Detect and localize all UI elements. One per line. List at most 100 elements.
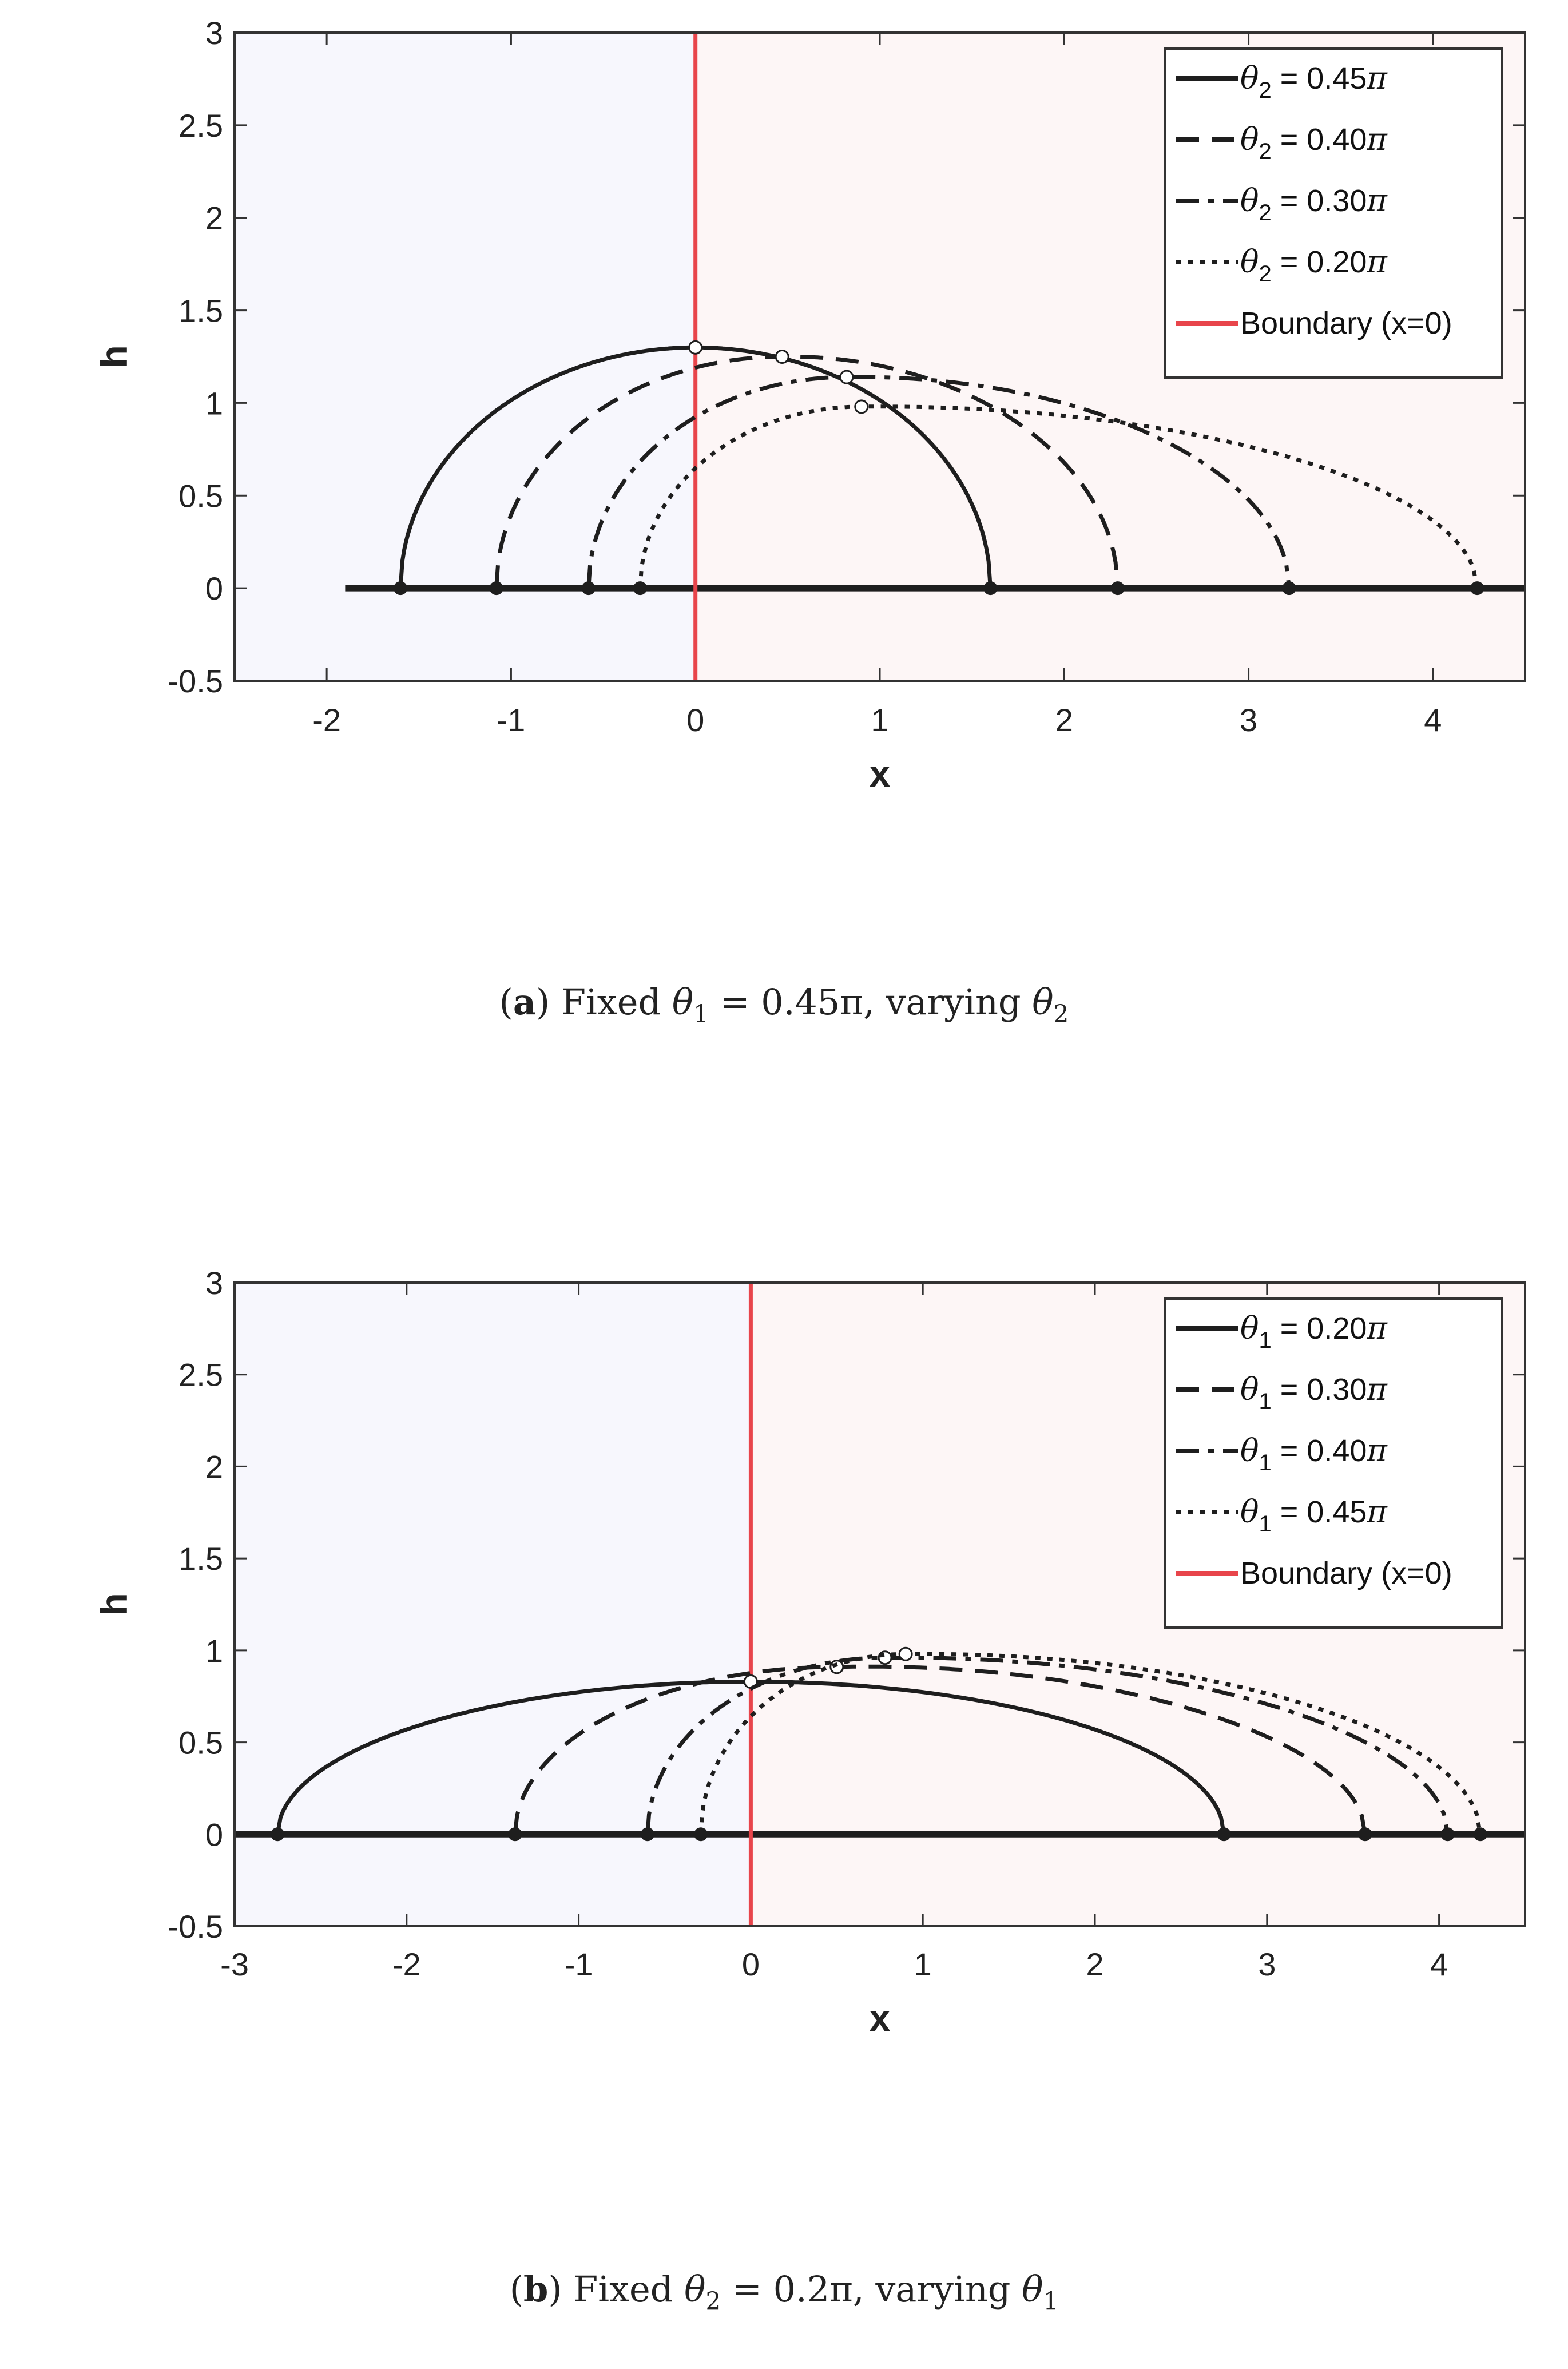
caption-a: (a) Fixed θ1 = 0.45π, varying θ2	[499, 981, 1069, 1028]
legend-value: = 0.40	[1272, 1434, 1367, 1468]
legend-label-2: θ2 = 0.40π	[1240, 121, 1388, 164]
y-tick-label: 1.5	[178, 293, 223, 329]
legend-value: = 0.40	[1272, 122, 1367, 157]
legend-symbol: θ	[1240, 1494, 1259, 1530]
legend-subscript: 1	[1259, 1328, 1272, 1353]
x-tick-label: -2	[312, 702, 341, 738]
axes-box	[233, 1281, 1526, 1927]
legend-label-4: θ2 = 0.20π	[1240, 244, 1388, 287]
caption-a-text: Fixed	[561, 981, 672, 1023]
legend-label-3: θ1 = 0.40π	[1240, 1432, 1388, 1475]
legend-label-1: θ2 = 0.45π	[1240, 60, 1388, 103]
caption-a-symbol-2: θ	[1032, 981, 1054, 1023]
y-tick-label: 0.5	[178, 1725, 223, 1761]
legend-symbol: θ	[1240, 1371, 1259, 1407]
legend-value: = 0.30	[1272, 1372, 1367, 1407]
contact-point-left	[694, 1827, 708, 1842]
caption-a-subscript-2: 2	[1053, 999, 1069, 1028]
caption-a-label: a	[513, 981, 537, 1023]
figure-panel-a: -2 -1 0 1 2 3 4 -0.5 0 0.5 1 1.5 2 2.5 3 x h θ2 = 0.45π θ2…	[0, 0, 1568, 1184]
caption-a-middle: = 0.45π, varying	[708, 981, 1033, 1023]
contact-point-right	[983, 581, 998, 596]
junction-marker	[775, 350, 789, 364]
x-tick-label: 1	[914, 1946, 932, 1982]
junction-marker	[839, 370, 854, 384]
legend-label-boundary: Boundary (x=0)	[1240, 1556, 1452, 1590]
x-tick-label: 3	[1258, 1946, 1276, 1982]
x-tick-label: 2	[1055, 702, 1073, 738]
caption-b: (b) Fixed θ2 = 0.2π, varying θ1	[509, 2268, 1059, 2315]
legend-pi: π	[1366, 1432, 1388, 1469]
contact-point-left	[640, 1827, 654, 1842]
caption-a-subscript-1: 1	[693, 999, 709, 1028]
y-tick-label: 0	[205, 1816, 223, 1852]
figure-panel-b: -3 -2 -1 0 1 2 3 4 -0.5 0 0.5 1 1.5 2 2.5 3 x h θ1 = 0.20π…	[0, 1184, 1568, 2369]
contact-point-left	[394, 581, 408, 596]
x-tick-label: -3	[220, 1946, 249, 1982]
caption-b-middle: = 0.2π, varying	[721, 2268, 1022, 2310]
x-tick-label: 4	[1424, 702, 1442, 738]
legend-pi: π	[1366, 244, 1388, 280]
junction-marker	[878, 1650, 892, 1665]
legend-subscript: 1	[1259, 1450, 1272, 1475]
legend-pi: π	[1366, 1371, 1388, 1407]
x-tick-label: 1	[871, 702, 888, 738]
caption-b-subscript-1: 2	[705, 2287, 721, 2315]
contact-point-right	[1440, 1827, 1455, 1842]
contact-point-right	[1217, 1827, 1231, 1842]
legend-value: = 0.20	[1272, 245, 1367, 279]
contact-point-right	[1358, 1827, 1372, 1842]
legend-value: = 0.45	[1272, 61, 1367, 96]
legend-symbol: θ	[1240, 244, 1259, 280]
y-tick-label: 2.5	[178, 1357, 223, 1393]
legend-pi: π	[1366, 182, 1388, 219]
legend-label-2: θ1 = 0.30π	[1240, 1371, 1388, 1414]
legend-symbol: θ	[1240, 182, 1259, 219]
junction-marker	[854, 399, 869, 414]
y-tick-label: 1.5	[178, 1541, 223, 1577]
x-tick-label: 0	[686, 702, 704, 738]
y-tick-label: 3	[205, 1265, 223, 1301]
y-tick-label: 3	[205, 15, 223, 51]
legend-symbol: θ	[1240, 60, 1259, 96]
y-axis-title: h	[93, 345, 135, 368]
contact-point-left	[271, 1827, 285, 1842]
x-tick-label: 0	[742, 1946, 760, 1982]
legend-symbol: θ	[1240, 1432, 1259, 1469]
contact-point-right	[1110, 581, 1125, 596]
plot-area	[345, 33, 1525, 681]
legend-label-1: θ1 = 0.20π	[1240, 1310, 1388, 1353]
axes-box	[233, 31, 1526, 682]
legend-label-boundary: Boundary (x=0)	[1240, 306, 1452, 340]
legend-subscript: 2	[1259, 261, 1272, 287]
series-curve-3	[586, 375, 1291, 589]
contact-point-left	[489, 581, 503, 596]
y-tick-label: 1	[205, 1633, 223, 1669]
y-tick-label: 0.5	[178, 478, 223, 514]
series-curve-3	[645, 1656, 1450, 1835]
contact-point-right	[1282, 581, 1296, 596]
legend-subscript: 1	[1259, 1511, 1272, 1537]
x-tick-label: -2	[392, 1946, 421, 1982]
x-tick-label: 3	[1240, 702, 1257, 738]
y-tick-label: 2	[205, 1449, 223, 1485]
legend-value: = 0.45	[1272, 1495, 1367, 1529]
caption-a-symbol-1: θ	[672, 981, 694, 1023]
contact-point-right	[1473, 1827, 1487, 1842]
y-tick-label: 1	[205, 385, 223, 421]
y-tick-label: -0.5	[168, 663, 224, 699]
legend-symbol: θ	[1240, 1310, 1259, 1346]
x-tick-label: -1	[497, 702, 526, 738]
legend-pi: π	[1366, 1310, 1388, 1346]
caption-b-text: Fixed	[573, 2268, 685, 2310]
y-tick-label: 0	[205, 570, 223, 606]
x-axis-title: x	[870, 752, 891, 795]
y-tick-label: 2.5	[178, 108, 223, 144]
legend-pi: π	[1366, 60, 1388, 96]
legend-pi: π	[1366, 1494, 1388, 1530]
left-region	[235, 1283, 751, 1926]
contact-point-left	[508, 1827, 522, 1842]
y-tick-label: 2	[205, 200, 223, 236]
x-tick-label: -1	[565, 1946, 593, 1982]
